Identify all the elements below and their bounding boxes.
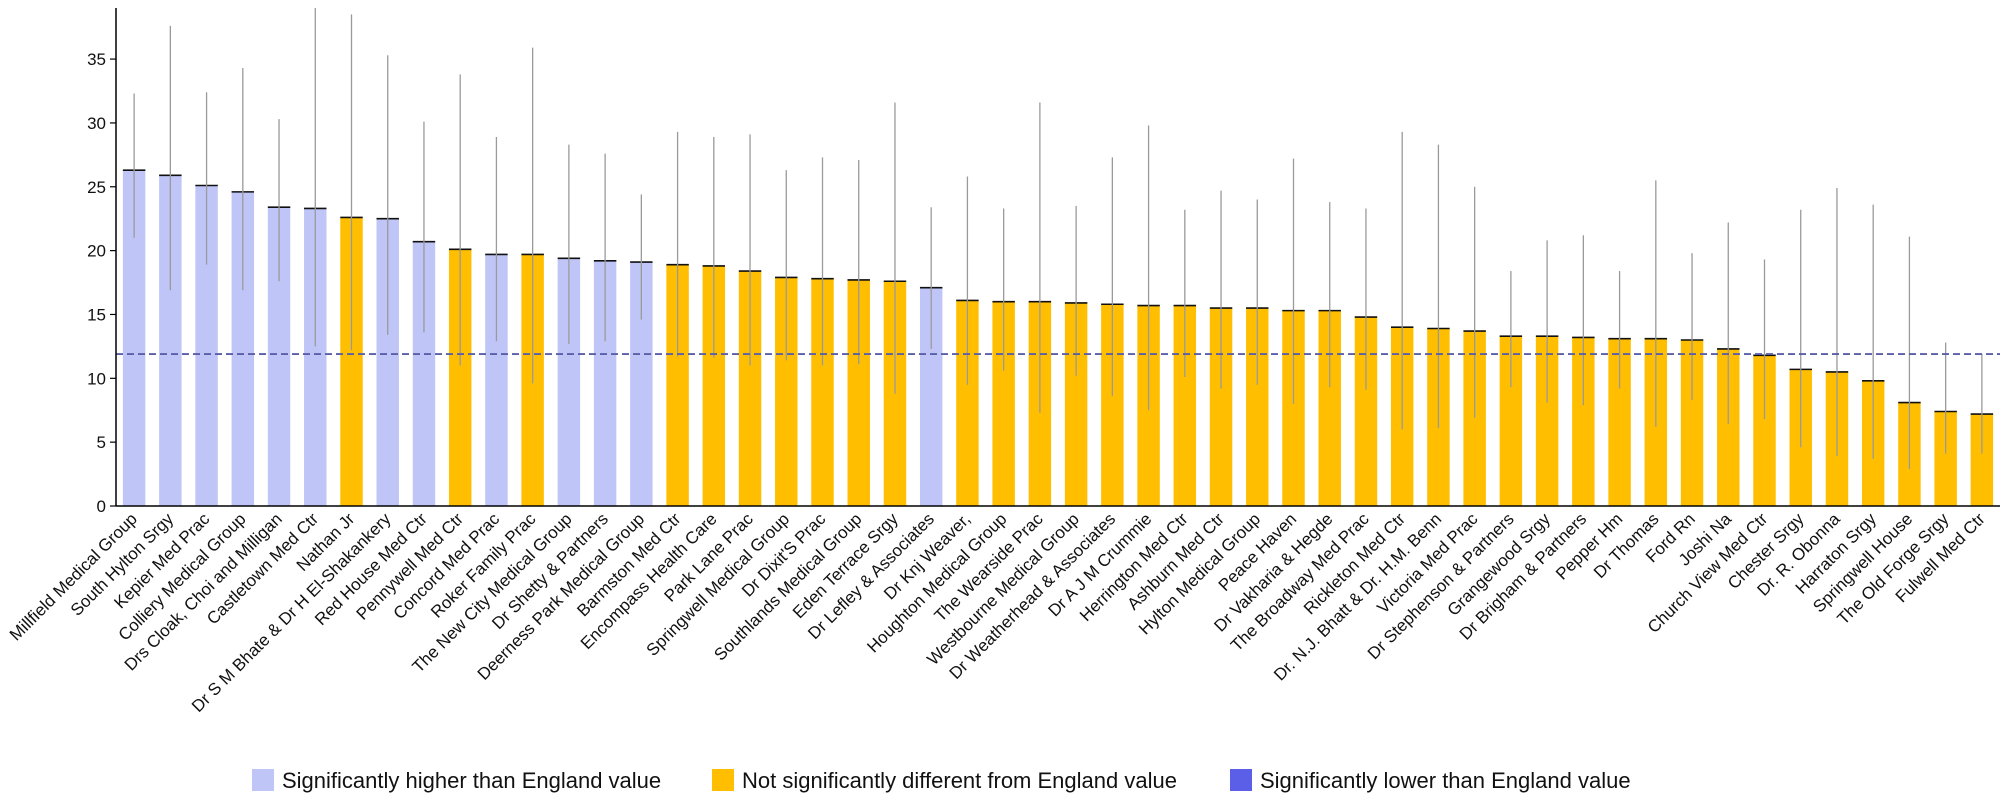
bar — [1173, 305, 1197, 506]
bar — [775, 277, 798, 506]
bar — [1608, 338, 1631, 506]
legend-swatch — [1230, 769, 1252, 791]
y-tick-label: 15 — [87, 305, 106, 324]
bar — [738, 271, 762, 506]
error-bars-layer — [133, 8, 1983, 469]
bar — [231, 191, 255, 506]
bar — [340, 217, 363, 507]
bar — [702, 265, 726, 506]
bar — [376, 218, 399, 506]
bar — [159, 175, 182, 506]
bar — [1572, 337, 1595, 506]
bar — [1535, 336, 1559, 506]
legend-item: Significantly lower than England value — [1230, 768, 1631, 793]
y-tick-label: 10 — [87, 369, 106, 388]
bar — [1753, 355, 1776, 506]
bar — [1934, 411, 1957, 506]
y-tick-label: 0 — [97, 497, 106, 516]
bar — [1282, 310, 1305, 506]
bar — [811, 278, 834, 506]
bar — [267, 207, 291, 506]
y-tick-label: 20 — [87, 242, 106, 261]
bar — [1209, 308, 1233, 506]
bar — [593, 260, 617, 506]
legend-label: Not significantly different from England… — [742, 768, 1177, 793]
bar — [956, 300, 979, 506]
legend-swatch — [252, 769, 274, 791]
bar — [1463, 331, 1486, 506]
bar — [1970, 414, 1994, 506]
bar — [1318, 310, 1341, 506]
legend-item: Not significantly different from England… — [712, 768, 1177, 793]
bar — [1499, 336, 1523, 506]
bar — [847, 279, 870, 506]
bar — [1246, 308, 1269, 506]
legend-label: Significantly higher than England value — [282, 768, 661, 793]
bar — [1680, 340, 1704, 506]
bar — [304, 208, 327, 507]
y-tick-label: 25 — [87, 178, 106, 197]
bar — [1354, 317, 1378, 506]
bar — [1064, 302, 1088, 506]
bar — [992, 301, 1015, 506]
legend-label: Significantly lower than England value — [1260, 768, 1631, 793]
bar — [448, 249, 472, 506]
bar — [412, 241, 436, 506]
bar — [630, 262, 653, 506]
bar — [195, 185, 218, 507]
y-tick-label: 35 — [87, 50, 106, 69]
bar — [666, 264, 689, 506]
legend-swatch — [712, 769, 734, 791]
bars-layer — [122, 169, 1994, 507]
bar — [557, 258, 581, 506]
legend-item: Significantly higher than England value — [252, 768, 661, 793]
y-axis: 0 5 10 15 20 25 30 35 — [87, 8, 2000, 516]
y-tick-label: 5 — [97, 433, 106, 452]
y-tick-label: 30 — [87, 114, 106, 133]
legend: Significantly higher than England value N… — [252, 768, 1631, 793]
bar — [919, 287, 943, 506]
bar — [485, 254, 508, 506]
bar — [1717, 348, 1740, 506]
bar — [122, 170, 146, 507]
